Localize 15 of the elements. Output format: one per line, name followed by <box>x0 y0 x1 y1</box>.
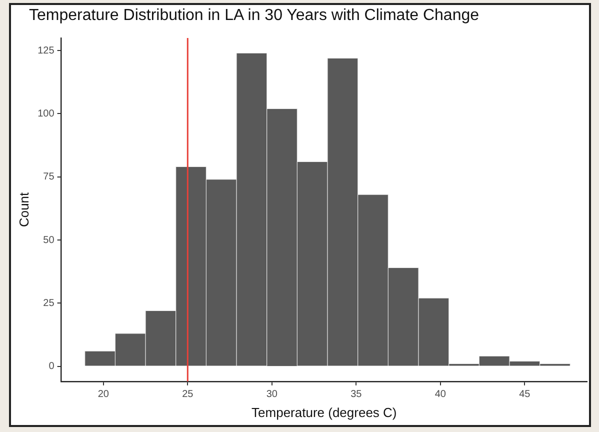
x-tick-label: 45 <box>519 389 531 400</box>
y-tick-label: 25 <box>43 298 55 309</box>
y-axis-title: Count <box>16 192 32 228</box>
y-tick-label: 50 <box>43 234 55 246</box>
y-tick-label: 0 <box>48 361 55 372</box>
y-tick-label: 125 <box>38 45 55 56</box>
x-tick-label: 30 <box>266 389 278 400</box>
x-tick-label: 20 <box>98 389 110 400</box>
x-tick-label: 40 <box>434 389 446 400</box>
x-tick-label: 35 <box>350 389 362 400</box>
y-tick-label: 100 <box>38 108 55 120</box>
x-axis-title: Temperature (degrees C) <box>252 404 397 420</box>
x-tick-label: 25 <box>182 389 194 400</box>
y-tick-label: 75 <box>43 172 55 183</box>
chart-title: Temperature Distribution in LA in 30 Years with Climate Change <box>29 7 480 25</box>
